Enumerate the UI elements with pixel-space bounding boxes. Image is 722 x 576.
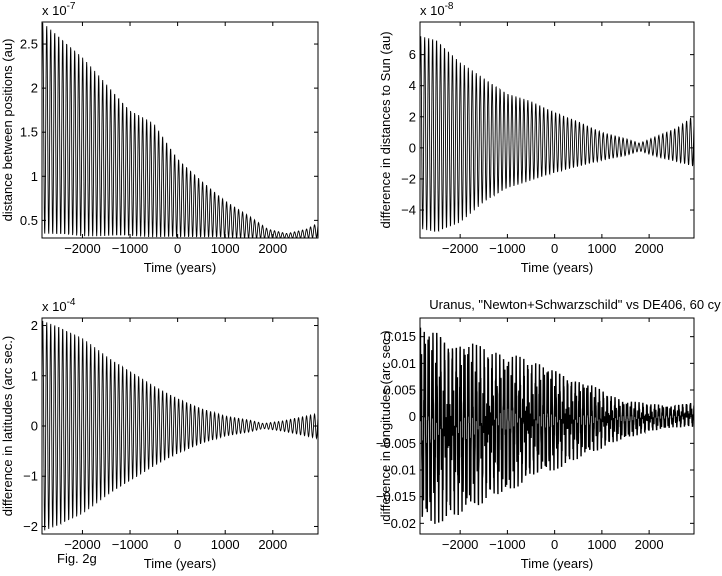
y-tick-label: 0.015	[383, 329, 416, 344]
x-tick-label: −2000	[64, 241, 101, 256]
x-axis-label: Time (years)	[521, 556, 593, 571]
y-axis-label: distance between positions (au)	[0, 39, 15, 222]
x-tick-label: 2000	[635, 537, 664, 552]
x-axis-label: Time (years)	[521, 260, 593, 275]
x-tick-label: 1000	[211, 241, 240, 256]
y-exponent-power: -4	[67, 297, 76, 308]
x-tick-label: −1000	[489, 537, 526, 552]
x-tick-label: 1000	[587, 537, 616, 552]
y-exponent-label: x 10-4	[42, 297, 76, 314]
x-tick-label: 1000	[211, 537, 240, 552]
x-tick-label: −1000	[489, 241, 526, 256]
panel-difference-distances-to-sun: −2000 −1000 0 1000 2000 −4 −2 0 2 4 6 Time (years) d…	[378, 1, 695, 275]
series-line-0	[420, 327, 694, 524]
y-tick-label: 0.01	[391, 356, 416, 371]
y-tick-label: 1.5	[20, 125, 38, 140]
y-tick-label: −1	[23, 469, 38, 484]
series-line-0	[42, 320, 318, 531]
y-tick-label: 1	[31, 368, 38, 383]
y-exponent-power: -7	[67, 1, 76, 12]
x-tick-label: 2000	[258, 537, 287, 552]
y-tick-label: 2	[31, 318, 38, 333]
y-tick-label: −0.01	[383, 463, 416, 478]
y-tick-label: 0.5	[20, 213, 38, 228]
x-tick-label: 1000	[587, 241, 616, 256]
y-tick-label: −2	[23, 519, 38, 534]
x-axis-label: Time (years)	[144, 260, 216, 275]
y-exponent-base: x 10	[42, 3, 67, 18]
y-tick-label: 1	[31, 169, 38, 184]
y-tick-label: 0.005	[383, 383, 416, 398]
y-tick-label: 0	[31, 419, 38, 434]
x-tick-label: −2000	[442, 537, 479, 552]
panel-difference-longitudes: −2000 −1000 0 1000 2000 −0.02 −0.015 −0.01 −0.00…	[376, 297, 721, 571]
panel-difference-latitudes: −2000 −1000 0 1000 2000 −2 −1 0 1 2 Time (years) di…	[0, 297, 319, 571]
y-tick-label: −4	[401, 203, 416, 218]
x-tick-label: 2000	[258, 241, 287, 256]
x-tick-label: 0	[174, 537, 181, 552]
y-exponent-label: x 10-7	[42, 1, 76, 18]
y-tick-label: 2.5	[20, 37, 38, 52]
y-tick-label: 0	[409, 140, 416, 155]
y-tick-label: 0	[409, 409, 416, 424]
y-tick-label: 2	[409, 109, 416, 124]
plot-frame	[419, 317, 695, 535]
panel-distance-between-positions: −2000 −1000 0 1000 2000 0.5 1 1.5 2 2.5 Time (year…	[0, 1, 319, 275]
x-tick-label: 0	[174, 241, 181, 256]
y-tick-label: −2	[401, 171, 416, 186]
y-axis-label: difference in latitudes (arc sec.)	[0, 336, 15, 516]
figure-label: Fig. 2g	[57, 551, 97, 566]
y-axis-label: difference in distances to Sun (au)	[378, 31, 393, 228]
y-exponent-power: -8	[445, 1, 454, 12]
x-tick-label: 2000	[635, 241, 664, 256]
y-tick-label: 6	[409, 47, 416, 62]
x-tick-label: −1000	[112, 241, 149, 256]
x-tick-label: 0	[551, 241, 558, 256]
y-tick-label: −0.015	[376, 489, 416, 504]
y-tick-label: 2	[31, 81, 38, 96]
y-tick-label: −0.005	[376, 436, 416, 451]
x-tick-label: −2000	[64, 537, 101, 552]
y-exponent-base: x 10	[42, 299, 67, 314]
x-tick-label: 0	[551, 537, 558, 552]
y-tick-label: 4	[409, 78, 416, 93]
plot-frame	[419, 21, 695, 239]
x-axis-label: Time (years)	[144, 556, 216, 571]
y-exponent-base: x 10	[420, 3, 445, 18]
series-line-0	[42, 22, 318, 238]
x-tick-label: −1000	[112, 537, 149, 552]
x-tick-label: −2000	[442, 241, 479, 256]
y-tick-label: −0.02	[383, 516, 416, 531]
y-exponent-label: x 10-8	[420, 1, 454, 18]
plot-frame	[41, 21, 319, 239]
chart-title: Uranus, "Newton+Schwarzschild" vs DE406,…	[429, 297, 721, 312]
series-line-0	[420, 36, 694, 233]
y-axis-label: difference in longitudes (arc sec.)	[378, 330, 393, 521]
